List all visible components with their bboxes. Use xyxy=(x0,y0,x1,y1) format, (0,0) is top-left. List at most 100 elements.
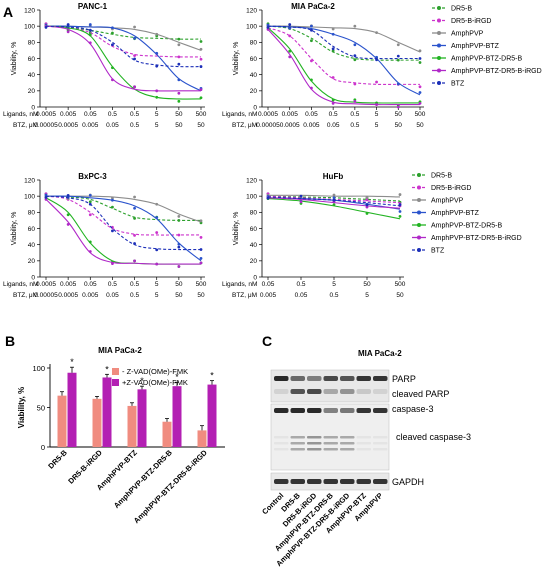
band-parp xyxy=(340,376,355,381)
data-point xyxy=(177,99,181,103)
data-point xyxy=(111,229,114,233)
row-label-btz: BTZ, μM xyxy=(232,122,257,129)
data-point xyxy=(177,37,181,41)
ligand-value: 0.5 xyxy=(108,281,117,288)
data-point xyxy=(353,54,357,58)
band-label-cleaved-caspase3: cleaved caspase-3 xyxy=(396,432,471,442)
bar-z-vad-ome-fmk-amphpvp-btz-dr5-b xyxy=(172,386,182,447)
significance-star: * xyxy=(70,357,74,367)
ligand-value: 0.5 xyxy=(296,281,305,288)
data-point xyxy=(288,34,292,38)
band-caspase3 xyxy=(290,408,305,413)
band-cleaved-caspase3 xyxy=(356,442,371,445)
data-point xyxy=(88,23,92,26)
y-tick-label: 40 xyxy=(250,72,258,79)
band-gapdh xyxy=(274,479,289,484)
data-point xyxy=(375,80,378,84)
data-point xyxy=(155,32,159,36)
ligand-value: 0.005 xyxy=(60,281,77,288)
series-line-amphpvp-btz-dr5-b-irgd xyxy=(45,25,201,92)
data-point xyxy=(88,28,92,32)
btz-value: 5 xyxy=(155,292,159,299)
data-point xyxy=(331,27,335,31)
data-point xyxy=(365,198,369,202)
y-tick-label: 0 xyxy=(253,104,257,111)
band-label-parp: PARP xyxy=(392,374,416,384)
bar-z-vad-ome-fmk-amphpvp-btz-dr5-b-irgd xyxy=(197,430,207,447)
row-label-ligands: Ligands, nM xyxy=(222,281,257,288)
band-cleaved-caspase3 xyxy=(373,436,388,439)
data-point xyxy=(396,54,400,58)
data-point xyxy=(332,203,336,207)
data-point xyxy=(418,49,422,53)
data-point xyxy=(155,248,159,252)
band-caspase3 xyxy=(356,408,371,413)
data-point xyxy=(88,213,92,217)
y-tick-label: 20 xyxy=(250,88,258,95)
ligand-value: 50 xyxy=(175,281,183,288)
data-point xyxy=(299,200,303,204)
data-point xyxy=(331,32,335,36)
btz-value: 50 xyxy=(395,122,403,129)
band-cleaved-caspase3 xyxy=(307,442,322,445)
blot-title: MIA PaCa-2 xyxy=(358,349,402,358)
data-point xyxy=(199,257,203,260)
panel-b-bar-chart: MIA PaCa-2 0 50 100 Viability, % * DR5-B * DR5-B… xyxy=(17,346,225,525)
y-axis-label: Viability, % xyxy=(11,42,18,76)
band-cleaved-caspase3 xyxy=(373,442,388,445)
ligand-value: 500 xyxy=(415,111,426,118)
bar-z-vad-ome-fmk-dr5-b-irgd xyxy=(92,398,102,447)
ligand-value: 50 xyxy=(395,111,403,118)
row-label-btz: BTZ, μM xyxy=(13,292,38,299)
band-cleaved-caspase3 xyxy=(340,436,355,439)
plot-title: HuFb xyxy=(323,172,344,181)
btz-value: 0.005 xyxy=(303,122,320,129)
data-point xyxy=(398,193,402,196)
plot-panc1: PANC-1 0 20 40 60 80 100 120 Viability, % Ligands… xyxy=(3,2,207,129)
legend-marker xyxy=(437,56,441,60)
btz-value: 5 xyxy=(155,122,159,129)
series-line-btz xyxy=(267,25,420,60)
legend-top: DR5-B DR5-B-iRGD AmphPVP AmphPVP-BTZ AmphPVP… xyxy=(432,6,542,88)
category-label-amphpvp-btz-dr5-b-irgd: AmphPVP-BTZ-DR5-B-iRGD xyxy=(132,448,209,525)
y-tick-label: 80 xyxy=(250,210,258,217)
ligand-value: 0.5 xyxy=(130,281,139,288)
data-point xyxy=(353,82,357,86)
significance-star: * xyxy=(175,372,179,382)
band-parp xyxy=(307,376,322,381)
band-parp xyxy=(373,376,388,381)
legend-marker xyxy=(437,31,441,35)
btz-value: 0.05 xyxy=(106,292,119,299)
ligand-value: 0.005 xyxy=(282,111,299,118)
ligand-value: 0.5 xyxy=(350,111,359,118)
band-cleaved-caspase3 xyxy=(323,448,338,451)
data-point xyxy=(177,242,181,246)
series-line-amphpvp xyxy=(267,25,421,53)
legend-label-amphpvp-btz-dr5-b: AmphPVP-BTZ-DR5-B xyxy=(451,56,523,63)
band-cleaved-parp xyxy=(290,389,305,394)
y-tick-label: 120 xyxy=(24,7,35,14)
data-point xyxy=(353,58,357,62)
data-point xyxy=(331,47,335,51)
data-point xyxy=(66,213,70,217)
series-line-amphpvp-btz-dr5-b xyxy=(45,25,202,100)
series-line-dr5-b-irgd xyxy=(45,25,202,58)
band-caspase3 xyxy=(307,408,322,413)
band-cleaved-caspase3 xyxy=(356,448,371,451)
btz-value: 5 xyxy=(375,122,379,129)
data-point xyxy=(398,203,402,207)
series-line-dr5-b-irgd xyxy=(267,27,420,86)
band-gapdh xyxy=(373,479,388,484)
btz-value: 0.0005 xyxy=(58,122,78,129)
legend-marker xyxy=(437,81,441,85)
btz-value: 0.5 xyxy=(130,122,139,129)
ligand-value: 500 xyxy=(196,281,207,288)
data-point xyxy=(177,43,181,47)
series-line-amphpvp-btz xyxy=(45,195,202,262)
series-line-btz xyxy=(45,195,202,251)
btz-value: 0.00005 xyxy=(34,122,58,129)
btz-value: 50 xyxy=(396,292,404,299)
legend-marker xyxy=(417,235,421,240)
band-cleaved-caspase3 xyxy=(274,436,289,439)
data-point xyxy=(310,59,313,63)
